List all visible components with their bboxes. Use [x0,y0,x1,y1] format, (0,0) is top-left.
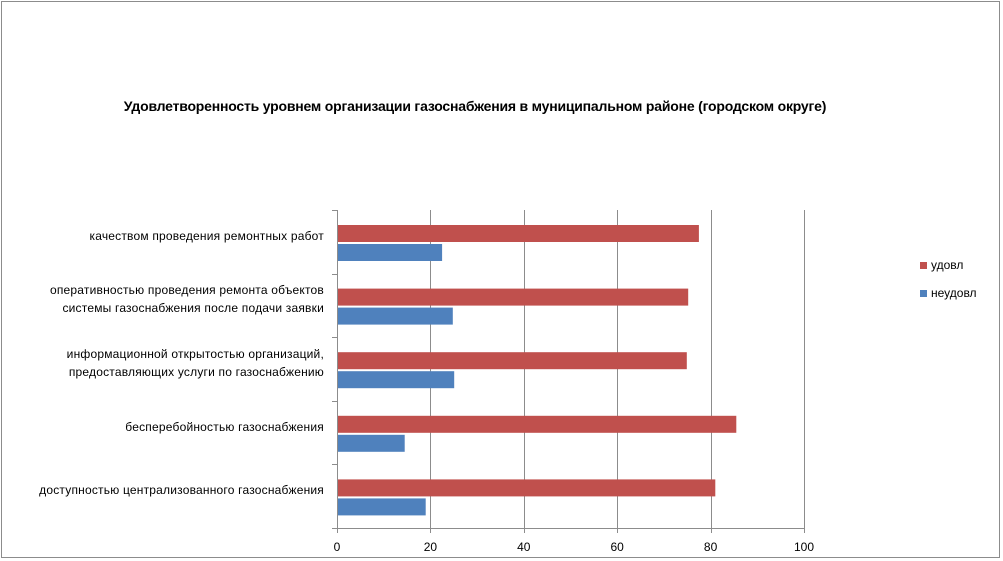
legend-swatch [920,261,927,269]
x-tick-label: 60 [610,540,624,554]
bar-udovl-0 [337,225,699,242]
category-label: бесперебойностью газоснабжения [4,418,324,436]
legend-label: неудовл [931,286,977,300]
x-tick-label: 80 [703,540,718,554]
category-label-line: бесперебойностью газоснабжения [125,419,324,434]
bar-udovl-2 [337,352,687,370]
bar-neudovl-1 [337,307,453,325]
x-tick-label: 20 [423,540,438,554]
bar-neudovl-0 [337,244,443,261]
bar-neudovl-4 [337,498,426,516]
category-label: информационной открытостью организаций, п… [4,345,324,381]
legend-label: удовл [931,258,964,272]
legend-swatch [920,289,927,297]
x-tick-label: 0 [333,540,341,554]
x-tick-label: 100 [793,540,815,554]
chart-title: Удовлетворенность уровнем организации га… [123,98,827,114]
category-label: оперативностью проведения ремонта объект… [4,281,324,317]
category-label-line: качеством проведения ремонтных работ [89,228,324,243]
bar-neudovl-2 [337,371,455,389]
category-label-line: оперативностью проведения ремонта объект… [49,283,324,298]
legend-item-neudovl: неудовл [920,286,977,300]
bar-neudovl-3 [337,434,405,452]
category-label-line: доступностью централизованного газоснабж… [39,483,324,498]
category-label: доступностью централизованного газоснабж… [4,481,324,499]
legend-item-udovl: удовл [920,258,963,272]
category-label-line: предоставляющих услуги по газоснабжению [68,365,324,379]
bar-udovl-3 [337,415,737,433]
bar-udovl-1 [337,288,689,306]
category-label-line: системы газоснабжения после подачи заявк… [62,301,324,316]
category-label: качеством проведения ремонтных работ [4,227,324,245]
bar-udovl-4 [337,479,716,497]
x-tick-label: 40 [517,540,531,554]
category-label-line: информационной открытостью организаций, [66,347,324,361]
